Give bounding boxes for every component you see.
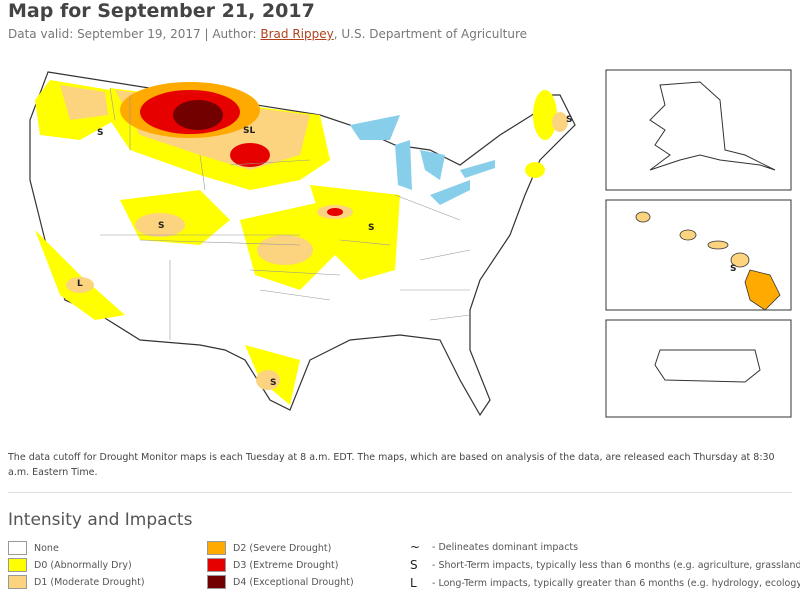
impact-symbol: ~ xyxy=(410,540,421,554)
impact-item: S - Short-Term impacts, typically less th… xyxy=(410,558,800,572)
byline-org: , U.S. Department of Agriculture xyxy=(333,27,528,41)
legend-swatch xyxy=(207,575,226,589)
impact-text: - Long-Term impacts, typically greater t… xyxy=(432,577,800,589)
legend-label: D0 (Abnormally Dry) xyxy=(34,559,132,571)
impact-label: S xyxy=(158,221,164,231)
legend-label: D1 (Moderate Drought) xyxy=(34,576,145,588)
legend-swatch xyxy=(207,558,226,572)
legend-label: D4 (Exceptional Drought) xyxy=(233,576,354,588)
legend-item: D1 (Moderate Drought) xyxy=(8,575,145,589)
legend-swatch xyxy=(8,558,27,572)
byline-date: Data valid: September 19, 2017 | Author: xyxy=(8,27,257,41)
title: Map for September 21, 2017 xyxy=(8,0,315,22)
legend-title: Intensity and Impacts xyxy=(8,510,193,530)
legend-item: D2 (Severe Drought) xyxy=(207,541,331,555)
impact-label: S xyxy=(566,115,572,125)
impact-label: L xyxy=(77,279,83,289)
legend-swatch xyxy=(8,575,27,589)
puerto-rico xyxy=(654,349,761,383)
legend-item: None xyxy=(8,541,59,555)
legend-item: D0 (Abnormally Dry) xyxy=(8,558,132,572)
author-link[interactable]: Brad Rippey xyxy=(260,27,334,41)
impact-label: SL xyxy=(243,126,255,136)
impact-text: - Short-Term impacts, typically less tha… xyxy=(432,559,800,571)
impact-text: - Delineates dominant impacts xyxy=(432,541,579,553)
impact-symbol: L xyxy=(410,576,417,590)
note: The data cutoff for Drought Monitor maps… xyxy=(8,452,775,478)
impact-label: S xyxy=(730,264,736,274)
legend-item: D3 (Extreme Drought) xyxy=(207,558,338,572)
legend-label: None xyxy=(34,542,59,554)
byline: Data valid: September 19, 2017 | Author:… xyxy=(8,27,527,41)
legend-swatch xyxy=(8,541,27,555)
legend-item: D4 (Exceptional Drought) xyxy=(207,575,354,589)
legend-label: D2 (Severe Drought) xyxy=(233,542,332,554)
impact-label: S xyxy=(270,378,276,388)
alaska xyxy=(649,81,776,171)
divider xyxy=(8,492,792,493)
impact-symbol: S xyxy=(410,558,418,572)
hawaii xyxy=(635,211,781,311)
legend-label: D3 (Extreme Drought) xyxy=(233,559,339,571)
impact-item: ~ - Delineates dominant impacts xyxy=(410,540,578,554)
impact-label: S xyxy=(368,223,374,233)
impact-item: L - Long-Term impacts, typically greater … xyxy=(410,576,800,590)
impact-label: S xyxy=(97,128,103,138)
legend-swatch xyxy=(207,541,226,555)
